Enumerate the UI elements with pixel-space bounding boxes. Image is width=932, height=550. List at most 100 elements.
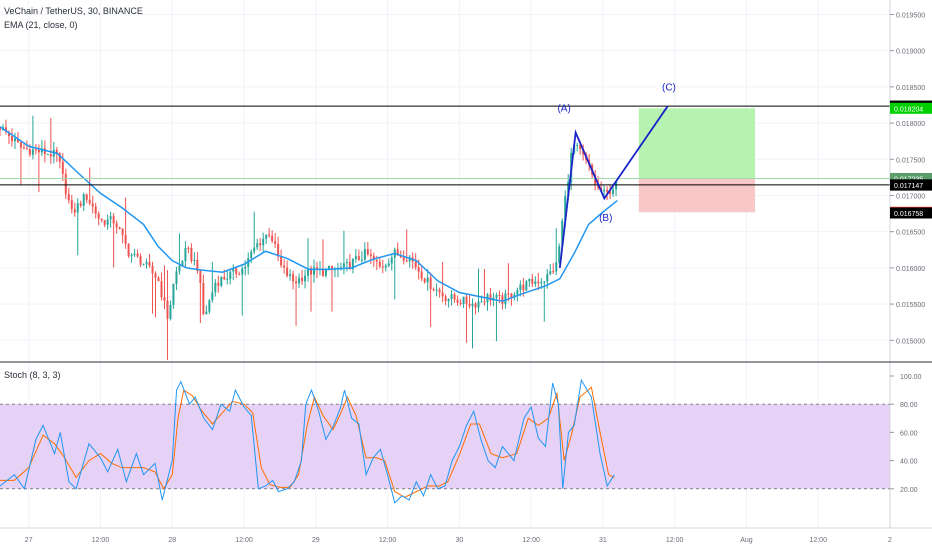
candle-body: [307, 268, 310, 276]
candle-body: [94, 206, 97, 214]
candle-body: [498, 294, 501, 296]
candle-body: [313, 267, 316, 275]
candle-body: [354, 256, 357, 260]
candle-body: [229, 271, 232, 280]
target-zone: [638, 108, 756, 179]
candle-body: [187, 247, 190, 249]
candle-body: [504, 293, 507, 305]
candle-body: [351, 259, 354, 270]
price-tick-label: 0.017500: [896, 157, 925, 164]
time-tick-label: 12:00: [235, 537, 253, 544]
candle-body: [64, 173, 67, 195]
candle-body: [235, 268, 238, 275]
candle-body: [441, 292, 444, 297]
candle-body: [190, 247, 193, 261]
time-tick-label: 27: [25, 537, 33, 544]
price-label-text: 0.016758: [894, 211, 923, 218]
candle-body: [576, 144, 579, 146]
candle-body: [537, 281, 540, 284]
price-label-pill: [890, 172, 932, 184]
candle-body: [196, 260, 199, 271]
candle-body: [241, 268, 244, 275]
chart-title: VeChain / TetherUS, 30, BINANCE: [4, 6, 143, 16]
candle-body: [31, 149, 34, 155]
candle-body: [516, 290, 519, 295]
wave-path: (A) (B) (C): [557, 83, 676, 268]
time-tick-label: Aug: [740, 537, 753, 544]
candle-body: [426, 277, 429, 283]
candle-body: [139, 256, 142, 265]
candle-body: [549, 271, 552, 275]
candle-body: [37, 149, 40, 153]
candle-body: [49, 154, 52, 157]
price-label-pill: [890, 179, 932, 191]
candle-body: [175, 271, 178, 285]
candle-body: [429, 277, 432, 290]
candle-body: [408, 257, 411, 262]
candle-body: [396, 249, 399, 256]
candle-body: [280, 256, 283, 266]
candle-body: [534, 281, 537, 284]
candle-body: [115, 223, 118, 228]
candle-body: [483, 301, 486, 303]
candle-body: [366, 249, 369, 255]
candle-body: [151, 265, 154, 274]
candle-body: [381, 266, 384, 268]
candle-body: [450, 294, 453, 299]
candle-body: [244, 266, 247, 269]
candle-body: [543, 281, 546, 283]
candle-body: [301, 277, 304, 282]
price-tick-label: 0.017000: [896, 193, 925, 200]
candle-body: [606, 189, 609, 192]
candle-body: [561, 220, 564, 247]
candle-body: [271, 235, 274, 242]
stochastic-lines: [0, 378, 890, 504]
candle-body: [564, 196, 567, 221]
candle-body: [519, 284, 522, 291]
ema-indicator-label: EMA (21, close, 0): [4, 20, 78, 30]
candle-body: [259, 243, 262, 246]
candle-body: [79, 203, 82, 206]
candle-body: [85, 194, 88, 200]
candle-body: [7, 132, 10, 137]
price-tick-label: 0.018500: [896, 85, 925, 92]
candle-body: [468, 303, 471, 307]
candle-body: [474, 303, 477, 308]
ema-line: [0, 126, 618, 302]
candle-body: [465, 296, 468, 304]
candle-body: [357, 256, 360, 261]
price-tick-label: 0.015500: [896, 302, 925, 309]
candle-body: [100, 218, 103, 221]
candle-body: [528, 278, 531, 282]
time-tick-label: 30: [455, 537, 463, 544]
candle-body: [339, 267, 342, 269]
candle-body: [121, 228, 124, 235]
candle-body: [148, 261, 151, 266]
stoch-tick-label: 100.00: [900, 374, 922, 381]
candle-body: [444, 296, 447, 302]
candle-body: [432, 289, 435, 291]
candle-body: [420, 271, 423, 279]
candle-body: [531, 278, 534, 284]
candle-body: [615, 181, 618, 190]
wave-label: (A): [557, 103, 570, 114]
candle-body: [73, 209, 76, 213]
candle-body: [232, 268, 235, 272]
stoch-tick-label: 40.00: [900, 459, 918, 466]
candle-body: [612, 189, 615, 195]
time-tick-label: 12:00: [522, 537, 540, 544]
candle-body: [67, 194, 70, 201]
candle-body: [262, 238, 265, 246]
candle-body: [76, 203, 79, 213]
candle-body: [603, 189, 606, 192]
candle-body: [223, 277, 226, 280]
candle-body: [507, 293, 510, 295]
candle-body: [375, 260, 378, 262]
candle-body: [489, 294, 492, 301]
candle-body: [525, 281, 528, 291]
candle-body: [477, 301, 480, 308]
price-tick-label: 0.018000: [896, 121, 925, 128]
time-tick-label: 31: [599, 537, 607, 544]
candle-body: [136, 253, 139, 257]
candle-body: [501, 295, 504, 305]
